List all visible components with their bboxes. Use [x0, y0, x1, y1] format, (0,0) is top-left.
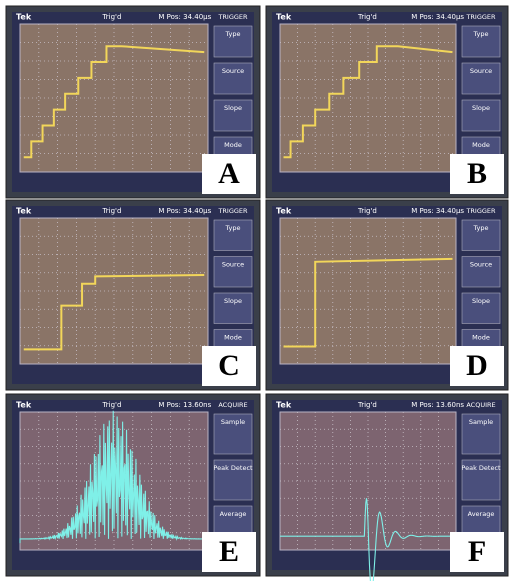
brand: Tek [16, 13, 32, 22]
menu-title: ACQUIRE [218, 401, 247, 409]
menu-item: Slope [224, 297, 242, 305]
menu-item: Type [225, 30, 241, 38]
position: M Pos: 13.60ns [411, 401, 464, 409]
trigger-status: Trig'd [357, 13, 377, 21]
menu-item: Sample [221, 418, 245, 426]
position: M Pos: 34.40µs [411, 207, 464, 215]
menu-title: TRIGGER [465, 13, 496, 21]
menu-item: Slope [472, 104, 490, 112]
menu-item: Source [222, 261, 244, 269]
trigger-status: Trig'd [102, 401, 122, 409]
menu-item: Slope [224, 104, 242, 112]
panel-label: E [219, 535, 239, 568]
panel-label: F [468, 535, 486, 568]
menu-title: TRIGGER [217, 207, 248, 215]
scope-panel: Tek Trig'd M Pos: 34.40µs TRIGGER Type Source… [6, 6, 260, 198]
menu-title: ACQUIRE [466, 401, 495, 409]
menu-item: Type [473, 30, 489, 38]
menu-item: Source [470, 261, 492, 269]
position: M Pos: 34.40µs [411, 13, 464, 21]
menu-item: Peak Detect [461, 464, 501, 472]
menu-item: Mode [472, 334, 490, 342]
position: M Pos: 13.60ns [158, 401, 211, 409]
menu-item: Mode [224, 334, 242, 342]
brand: Tek [276, 13, 292, 22]
trigger-status: Trig'd [357, 207, 377, 215]
menu-item: Type [225, 224, 241, 232]
figure: TekTrig'dM Pos: 34.40µsTRIGGERTypeSource… [0, 0, 514, 581]
panel-label: B [467, 157, 487, 190]
position: M Pos: 34.40µs [158, 207, 211, 215]
trigger-status: Trig'd [102, 207, 122, 215]
menu-item: Sample [469, 418, 493, 426]
menu-item: Slope [472, 297, 490, 305]
menu-item: Peak Detect [213, 464, 253, 472]
menu-item: Mode [224, 141, 242, 149]
scope-panel: Tek Trig'd M Pos: 13.60ns ACQUIRE Sample Peak… [6, 394, 260, 576]
panel-label: A [218, 157, 240, 190]
menu-title: TRIGGER [217, 13, 248, 21]
trigger-status: Trig'd [102, 13, 122, 21]
scope-panel: Tek Trig'd M Pos: 34.40µs TRIGGER Type Source… [6, 200, 260, 390]
panel-label: C [218, 349, 240, 382]
menu-item: Average [220, 510, 247, 518]
position: M Pos: 34.40µs [158, 13, 211, 21]
trigger-status: Trig'd [357, 401, 377, 409]
menu-item: Mode [472, 141, 490, 149]
panel-label: D [466, 349, 488, 382]
brand: Tek [16, 207, 32, 216]
brand: Tek [276, 401, 292, 410]
menu-item: Source [222, 67, 244, 75]
menu-item: Source [470, 67, 492, 75]
menu-item: Average [468, 510, 495, 518]
menu-title: TRIGGER [465, 207, 496, 215]
menu-item: Type [473, 224, 489, 232]
brand: Tek [276, 207, 292, 216]
brand: Tek [16, 401, 32, 410]
